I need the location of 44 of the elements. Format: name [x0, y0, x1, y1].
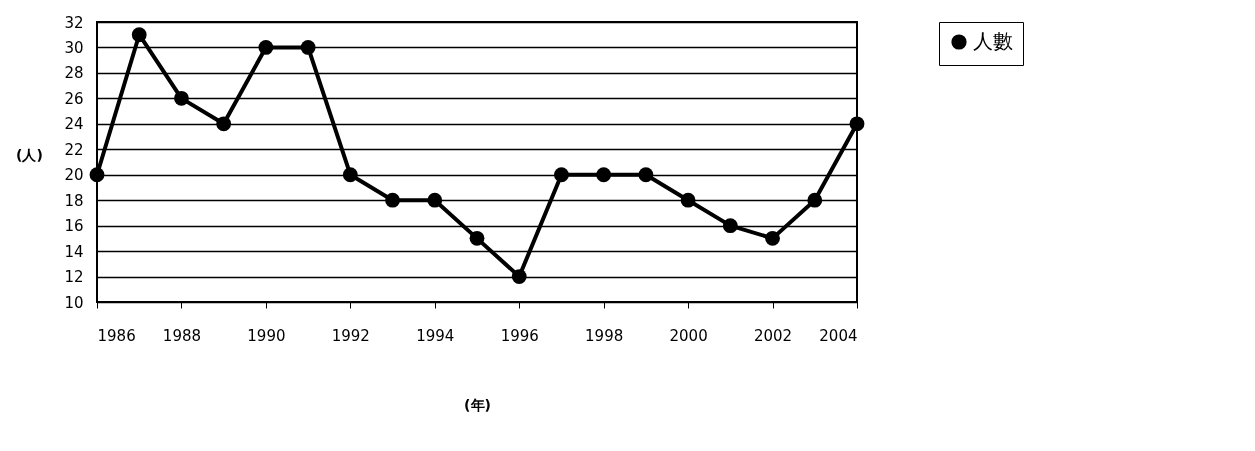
- y-tick-label: 14: [64, 242, 84, 261]
- y-tick-label: 22: [64, 140, 84, 159]
- x-tick-label: 1996: [500, 326, 539, 345]
- point: [385, 192, 400, 208]
- point: [849, 116, 865, 132]
- x-tick-label: 2000: [669, 326, 708, 345]
- point: [722, 218, 738, 234]
- y-tick-label: 16: [64, 217, 84, 236]
- y-tick-label: 28: [64, 64, 84, 83]
- point: [427, 192, 443, 208]
- point: [174, 90, 189, 106]
- y-tick-label: 10: [64, 293, 84, 312]
- x-axis-title: (年): [464, 396, 491, 413]
- x-tick-label: 1990: [247, 326, 286, 345]
- y-tick-label: 24: [64, 115, 84, 134]
- x-tick-label: 2002: [753, 326, 793, 345]
- point: [216, 116, 232, 132]
- point: [554, 167, 569, 183]
- y-tick-label: 18: [64, 191, 84, 210]
- point: [469, 230, 485, 246]
- legend-label: 人數: [973, 29, 1013, 53]
- y-tick-label: 30: [64, 38, 84, 57]
- point: [765, 230, 780, 246]
- x-tick-label: 2004: [819, 326, 858, 345]
- point: [680, 192, 696, 208]
- x-tick-label: 1998: [585, 326, 624, 345]
- point: [300, 40, 316, 55]
- y-tick-label: 12: [64, 268, 84, 287]
- y-tick-label: 26: [64, 89, 84, 108]
- point: [131, 27, 147, 43]
- point: [596, 167, 612, 183]
- y-tick-label: 20: [64, 166, 84, 185]
- point: [638, 167, 654, 183]
- point: [258, 40, 274, 55]
- point: [342, 167, 358, 183]
- point: [511, 269, 527, 284]
- x-tick-label: 1988: [162, 326, 202, 345]
- x-tick-label: 1986: [97, 326, 136, 345]
- y-axis-title: (人): [16, 146, 43, 163]
- y-tick-label: 32: [64, 13, 84, 32]
- x-tick-label: 1992: [331, 326, 370, 345]
- point: [89, 167, 105, 183]
- x-tick-label: 1994: [416, 326, 455, 345]
- point: [807, 192, 823, 208]
